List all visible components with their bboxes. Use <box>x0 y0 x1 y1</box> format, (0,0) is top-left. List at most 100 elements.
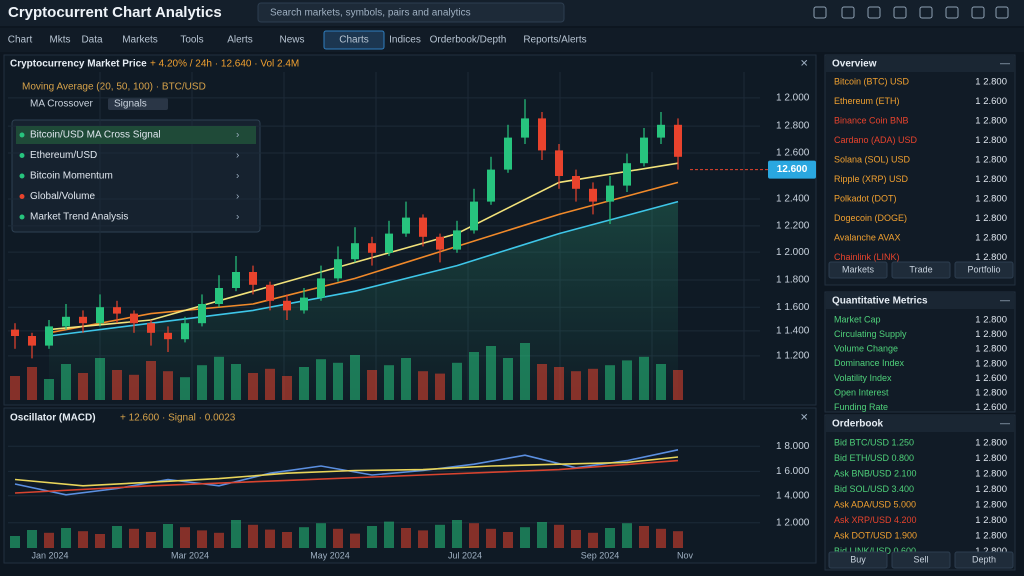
row-label[interactable]: Bid ETH/USD 0.800 <box>834 453 914 463</box>
volume-bar <box>231 364 241 400</box>
side-button-label[interactable]: Portfolio <box>967 264 1000 274</box>
side-button[interactable] <box>828 551 888 569</box>
side-button[interactable] <box>828 261 888 279</box>
row-label[interactable]: Volume Change <box>834 344 898 354</box>
row-label[interactable]: Chainlink (LINK) <box>834 252 900 262</box>
legend-item[interactable]: Bitcoin Momentum <box>30 171 113 182</box>
row-label[interactable]: Ask DOT/USD 1.900 <box>834 530 917 540</box>
row-label[interactable]: Bitcoin (BTC) USD <box>834 76 910 86</box>
toolbar-icon[interactable] <box>945 6 959 19</box>
row-label[interactable]: Avalanche AVAX <box>834 232 901 242</box>
candle-body <box>589 188 597 202</box>
side-button-label[interactable]: Markets <box>842 264 875 274</box>
toolbar-icon[interactable] <box>995 6 1009 19</box>
row-label[interactable]: Solana (SOL) USD <box>834 154 911 164</box>
row-label[interactable]: Binance Coin BNB <box>834 115 909 125</box>
legend-arrow[interactable]: › <box>236 212 239 223</box>
volume-bar <box>10 536 20 548</box>
toolbar-icon[interactable] <box>919 6 933 19</box>
side-button[interactable] <box>891 551 951 569</box>
row-label[interactable]: Polkadot (DOT) <box>834 193 897 203</box>
row-value: 1 2.800 <box>975 77 1007 88</box>
close-icon[interactable]: ✕ <box>800 59 808 70</box>
volume-bar <box>605 528 615 548</box>
volume-bar <box>469 352 479 400</box>
nav-tab[interactable]: Reports/Alerts <box>523 35 586 46</box>
nav-active <box>323 30 385 50</box>
legend-item[interactable]: Global/Volume <box>30 191 95 202</box>
candle-body <box>640 137 648 164</box>
nav-tab[interactable]: Orderbook/Depth <box>430 35 507 46</box>
row-label[interactable]: Bid LINK/USD 0.600 <box>834 546 916 556</box>
nav-tab[interactable]: Tools <box>180 35 203 46</box>
toolbar-icon[interactable] <box>971 6 985 19</box>
row-value: 1 2.800 <box>975 233 1007 244</box>
volume-bar <box>656 528 666 548</box>
badge-text: Signals <box>114 99 147 110</box>
volume-bar <box>418 530 428 548</box>
toolbar-icon[interactable] <box>813 6 827 19</box>
candle-body <box>28 336 36 346</box>
row-label[interactable]: Cardano (ADA) USD <box>834 135 918 145</box>
row-label[interactable]: Ripple (XRP) USD <box>834 174 909 184</box>
side-button[interactable] <box>954 551 1014 569</box>
row-label[interactable]: Bid BTC/USD 1.250 <box>834 437 914 447</box>
nav-tab[interactable]: Markets <box>122 35 158 46</box>
volume-bar <box>605 365 615 400</box>
row-label[interactable]: Dominance Index <box>834 358 905 368</box>
indicator-title: Oscillator (MACD) <box>10 413 96 424</box>
legend-arrow[interactable]: › <box>236 130 239 141</box>
x-tick-label: Nov <box>677 550 694 560</box>
nav-tab[interactable]: Mkts <box>49 35 70 46</box>
toolbar-icon[interactable] <box>841 6 855 19</box>
legend-item[interactable]: Ethereum/USD <box>30 150 97 161</box>
side-header <box>826 416 1014 432</box>
search-box[interactable] <box>257 2 565 23</box>
legend-item[interactable]: Bitcoin/USD MA Cross Signal <box>30 130 161 141</box>
row-label[interactable]: Ask XRP/USD 4.200 <box>834 515 917 525</box>
side-panel <box>824 54 1016 286</box>
legend-arrow[interactable]: › <box>236 150 239 161</box>
nav-tab[interactable]: Chart <box>8 35 33 46</box>
candle-body <box>130 313 138 324</box>
side-button-label[interactable]: Depth <box>972 554 996 564</box>
side-button-label[interactable]: Buy <box>850 554 866 564</box>
toolbar-icon[interactable] <box>867 6 881 19</box>
nav-tab[interactable]: Data <box>81 35 103 46</box>
side-button-label[interactable]: Trade <box>909 264 932 274</box>
volume-bar <box>350 355 360 400</box>
volume-bar <box>435 373 445 400</box>
side-button[interactable] <box>954 261 1014 279</box>
row-label[interactable]: Ask ADA/USD 5.000 <box>834 499 916 509</box>
line-series <box>14 456 679 487</box>
row-label[interactable]: Bid SOL/USD 3.400 <box>834 484 914 494</box>
side-button[interactable] <box>891 261 951 279</box>
row-label[interactable]: Market Cap <box>834 314 881 324</box>
candle-body <box>215 288 223 304</box>
close-icon[interactable]: ✕ <box>800 413 808 424</box>
legend-arrow[interactable]: › <box>236 191 239 202</box>
row-label[interactable]: Open Interest <box>834 387 889 397</box>
row-label[interactable]: Volatility Index <box>834 373 892 383</box>
toolbar-icon[interactable] <box>893 6 907 19</box>
nav-tab[interactable]: Charts <box>339 35 368 46</box>
row-value: 1 2.800 <box>975 329 1007 340</box>
row-label[interactable]: Ethereum (ETH) <box>834 96 900 106</box>
row-label[interactable]: Dogecoin (DOGE) <box>834 213 907 223</box>
candle-body <box>674 124 682 157</box>
price-tag-label: 12.600 <box>777 164 808 175</box>
volume-bar <box>333 528 343 548</box>
nav-tab[interactable]: Indices <box>389 35 421 46</box>
side-button-label[interactable]: Sell <box>913 554 928 564</box>
legend-arrow[interactable]: › <box>236 171 239 182</box>
volume-bar <box>10 376 20 400</box>
row-label[interactable]: Ask BNB/USD 2.100 <box>834 468 917 478</box>
legend-item[interactable]: Market Trend Analysis <box>30 212 128 223</box>
volume-bar <box>78 531 88 548</box>
candle-body <box>402 217 410 234</box>
x-tick-label: Jan 2024 <box>31 550 68 560</box>
row-label[interactable]: Funding Rate <box>834 402 888 412</box>
row-label[interactable]: Circulating Supply <box>834 329 907 339</box>
nav-tab[interactable]: News <box>279 35 304 46</box>
nav-tab[interactable]: Alerts <box>227 35 253 46</box>
